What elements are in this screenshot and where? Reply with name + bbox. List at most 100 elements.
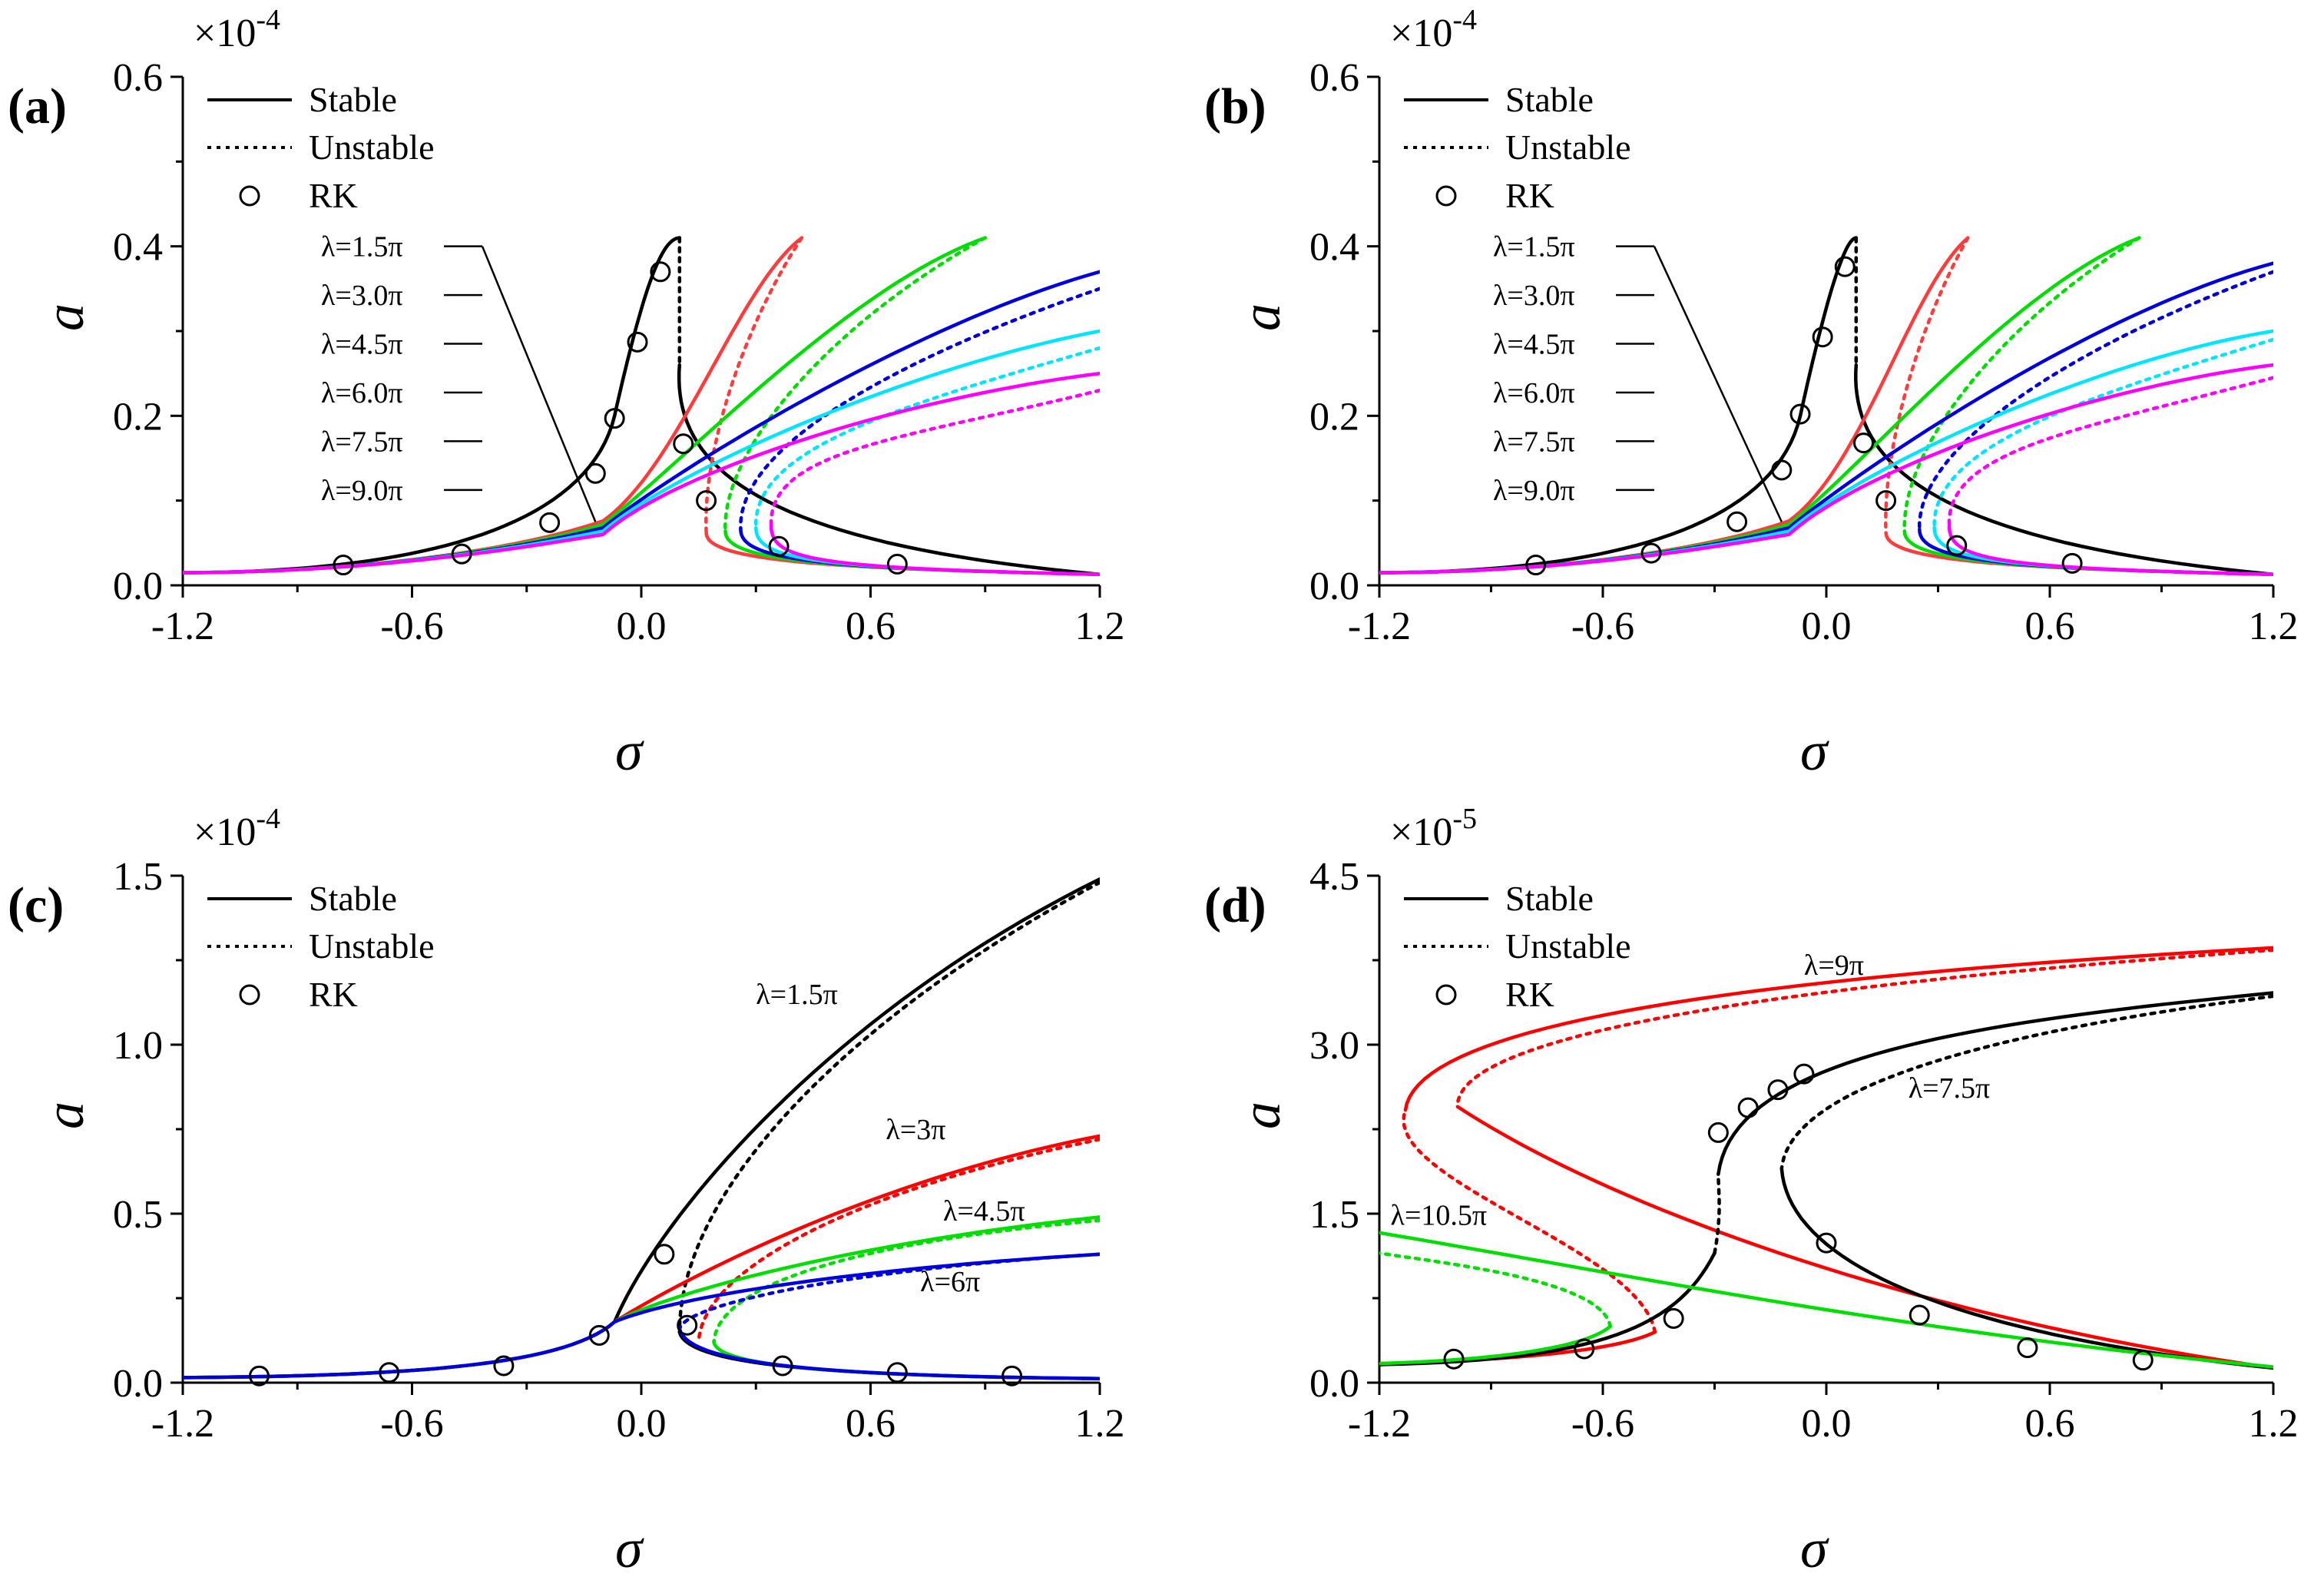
- lambda-label: λ=1.5π: [321, 231, 403, 263]
- rk-point: [696, 490, 717, 512]
- stable-branch: [183, 236, 804, 575]
- x-tick-label: 0.0: [1802, 1402, 1852, 1446]
- panel-2: -1.2 -0.6 0.0 0.6 1.2 0.0 0.5 1.0 1.5 ×10-4 (c) σ a S…: [8, 803, 1125, 1579]
- unstable-branch: [1902, 236, 2141, 533]
- curves: [183, 877, 1100, 1380]
- axis-multiplier-exponent: -4: [256, 803, 280, 835]
- stable-branch: [183, 1252, 1100, 1380]
- x-tick-label: 0.0: [1802, 605, 1852, 648]
- stable-branch: [183, 236, 682, 575]
- lambda-label: λ=7.5π: [321, 426, 403, 458]
- lambda-label: λ=4.5π: [1493, 329, 1575, 361]
- unstable-branch: [697, 1137, 1100, 1344]
- stable-branch: [1379, 236, 1859, 575]
- axis-multiplier-exponent: -4: [256, 4, 280, 36]
- rk-point: [451, 543, 472, 565]
- rk-point: [1909, 1304, 1930, 1326]
- y-axis-title: a: [1230, 1102, 1292, 1129]
- unstable-branch: [1884, 236, 1970, 535]
- rk-point: [1525, 555, 1547, 576]
- unstable-branch: [704, 236, 804, 535]
- x-tick-label: 0.0: [617, 605, 667, 648]
- legend-stable-label: Stable: [1505, 80, 1594, 119]
- rk-point: [539, 512, 561, 533]
- panel-label: (d): [1204, 877, 1266, 933]
- legend-rk-marker: [239, 984, 260, 1006]
- stable-return-branch: [1779, 1167, 2273, 1370]
- lambda-label: λ=9.0π: [1493, 475, 1575, 507]
- y-axis-title: a: [34, 1102, 95, 1129]
- stable-branch-upper: [1403, 946, 2273, 1112]
- legend-rk-label: RK: [1505, 975, 1554, 1014]
- rk-point: [1875, 490, 1897, 512]
- rk-point: [1663, 1307, 1684, 1329]
- x-axis-title: σ: [1800, 1518, 1829, 1579]
- stable-return-branch: [1947, 524, 2273, 576]
- rk-point: [886, 553, 908, 575]
- unstable-branch: [739, 287, 1100, 532]
- y-tick-label: 0.0: [1309, 1362, 1359, 1406]
- lambda-label: λ=9π: [1804, 949, 1864, 982]
- x-tick-label: -1.2: [151, 1402, 214, 1446]
- rk-point: [1816, 1232, 1837, 1254]
- rk-point: [1771, 459, 1793, 481]
- panel-3: -1.2 -0.6 0.0 0.6 1.2 0.0 1.5 3.0 4.5 ×10-5 (d) σ a S…: [1204, 803, 2299, 1579]
- y-tick-label: 0.5: [113, 1193, 163, 1237]
- x-tick-label: 0.6: [2025, 1402, 2075, 1446]
- unstable-branch-upper: [1779, 994, 2273, 1171]
- panel-label: (b): [1204, 78, 1266, 134]
- stable-return-branch: [769, 524, 1100, 576]
- unstable-branch: [1917, 270, 2273, 532]
- legend-rk-marker: [1435, 984, 1457, 1006]
- y-tick-label: 0.0: [1309, 565, 1359, 608]
- legend-unstable-label: Unstable: [309, 926, 435, 966]
- y-tick-label: 0.4: [1309, 226, 1359, 270]
- rk-point: [886, 1362, 908, 1383]
- lambda-label: λ=6π: [920, 1266, 980, 1298]
- panel-label: (c): [8, 877, 64, 933]
- unstable-branch: [677, 1252, 1100, 1330]
- rk-point: [588, 1324, 610, 1346]
- x-tick-label: -1.2: [151, 605, 214, 648]
- axis-multiplier: ×10-4: [194, 803, 280, 854]
- stable-branch: [1379, 1324, 1612, 1366]
- lambda-pointer: [1653, 246, 1783, 522]
- unstable-branch: [1713, 1172, 1721, 1255]
- x-tick-label: 0.6: [846, 605, 896, 648]
- rk-point: [1853, 432, 1874, 454]
- x-axis-title: σ: [615, 721, 644, 782]
- rk-point: [650, 261, 671, 283]
- x-tick-label: -0.6: [380, 1402, 443, 1446]
- axis-multiplier-exponent: -4: [1452, 4, 1477, 36]
- rk-point: [584, 462, 606, 484]
- x-tick-label: -0.6: [1571, 1402, 1634, 1446]
- rk-point: [1789, 403, 1811, 425]
- lambda-label: λ=4.5π: [943, 1195, 1025, 1228]
- stable-return-branch: [1379, 1231, 2273, 1369]
- lambda-label: λ=1.5π: [1493, 231, 1575, 263]
- lambda-label: λ=1.5π: [756, 979, 838, 1011]
- legend-unstable-label: Unstable: [1505, 128, 1631, 167]
- unstable-branch: [1402, 1108, 1657, 1334]
- panel-0: -1.2 -0.6 0.0 0.6 1.2 0.0 0.2 0.4 0.6 ×10-4 (a) σ a S…: [8, 4, 1125, 782]
- x-tick-label: -0.6: [1571, 605, 1634, 648]
- lambda-label: λ=6.0π: [321, 377, 403, 409]
- rk-point: [1574, 1338, 1595, 1360]
- x-tick-label: 1.2: [2249, 605, 2299, 648]
- rk-point: [673, 433, 694, 455]
- unstable-branch: [1932, 337, 2273, 530]
- x-tick-label: 0.6: [2025, 605, 2075, 648]
- rk-point: [1793, 1063, 1815, 1085]
- y-tick-label: 4.5: [1309, 855, 1359, 899]
- stable-return-branch: [677, 363, 1100, 576]
- legend-unstable-label: Unstable: [309, 128, 435, 167]
- x-tick-label: -0.6: [380, 605, 443, 648]
- y-tick-label: 0.4: [113, 226, 163, 270]
- x-tick-label: 0.6: [846, 1402, 896, 1446]
- rk-point: [2132, 1350, 2154, 1371]
- y-tick-label: 0.0: [113, 565, 163, 608]
- y-tick-label: 0.2: [113, 395, 163, 439]
- rk-point: [333, 555, 354, 576]
- unstable-branch: [677, 880, 1100, 1334]
